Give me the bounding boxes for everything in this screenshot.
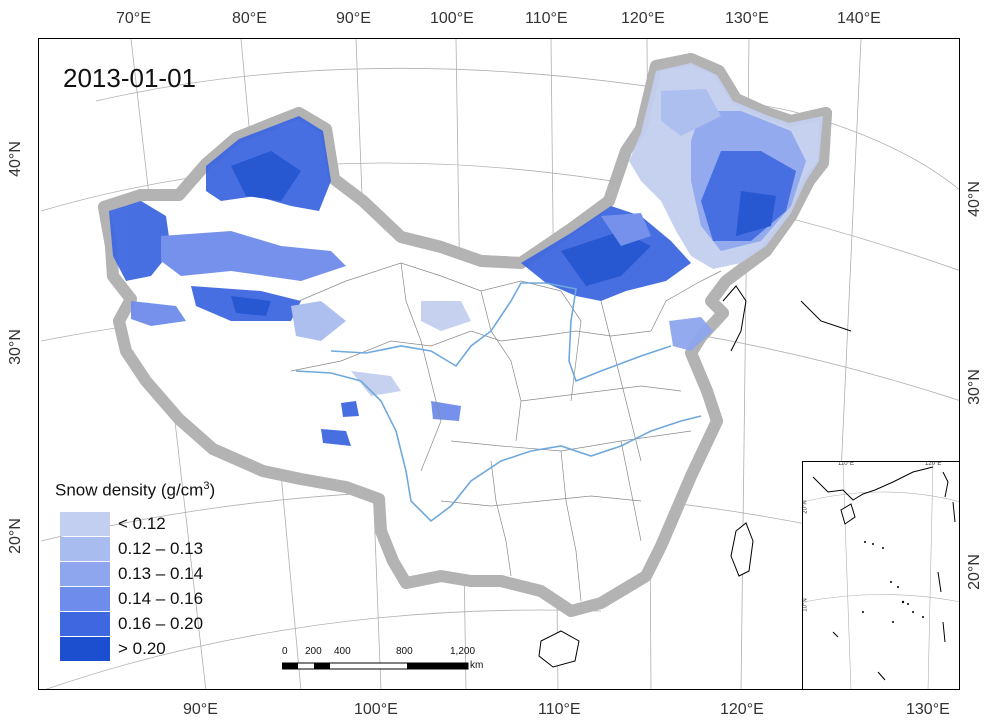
date-label: 2013-01-01 [63, 63, 196, 93]
top-lon-label-130: 130°E [725, 10, 769, 27]
scale-label-800: 800 [396, 646, 413, 657]
legend-label: 0.14 – 0.16 [118, 589, 204, 608]
legend-swatch [60, 537, 110, 561]
right-lat-label-20: 20°N [965, 554, 983, 590]
map-frame: 2013-01-01 [38, 38, 960, 690]
legend-item: 0.13 – 0.14 [60, 562, 260, 586]
inset-lon-label-110: 110°E [838, 461, 854, 467]
top-lon-label-80: 80°E [232, 10, 267, 27]
left-lat-label-40: 40°N [6, 141, 24, 177]
scale-label-1200: 1,200 [450, 646, 476, 657]
legend-label: < 0.12 [118, 514, 166, 533]
right-lat-label-30: 30°N [965, 369, 983, 405]
legend-swatch [60, 587, 110, 611]
legend-swatch [60, 512, 110, 536]
left-lat-label-30: 30°N [6, 329, 24, 365]
bottom-lon-label-110: 110°E [538, 701, 581, 718]
top-lon-label-110: 110°E [525, 10, 568, 27]
left-lat-label-20: 20°N [6, 518, 24, 554]
province-boundaries [290, 262, 722, 602]
legend-swatch [60, 612, 110, 636]
scale-label-200: 200 [305, 646, 322, 657]
legend-swatch [60, 562, 110, 586]
coastline-islands [538, 285, 852, 668]
scale-bar-graphic [282, 662, 469, 670]
map-canvas [40, 39, 959, 689]
legend-label: 0.13 – 0.14 [118, 564, 204, 583]
top-lon-label-70: 70°E [116, 10, 151, 27]
scale-unit: km [470, 660, 484, 671]
legend-item: 0.12 – 0.13 [60, 537, 260, 561]
top-lon-label-90: 90°E [336, 10, 371, 27]
yellow-river [330, 282, 672, 383]
rivers [295, 282, 702, 523]
inset-map [803, 462, 959, 689]
top-lon-label-100: 100°E [430, 10, 474, 27]
legend-label: 0.12 – 0.13 [118, 539, 204, 558]
bottom-lon-label-100: 100°E [354, 701, 398, 718]
bottom-lon-label-90: 90°E [183, 701, 218, 718]
scale-label-0: 0 [282, 646, 288, 657]
legend-label: > 0.20 [118, 639, 166, 658]
legend-item: > 0.20 [60, 637, 260, 661]
legend-label: 0.16 – 0.20 [118, 614, 204, 633]
japan-coast [800, 300, 852, 332]
right-lat-label-40: 40°N [965, 181, 983, 217]
legend-item: < 0.12 [60, 512, 260, 536]
snow-density-patches [109, 63, 823, 446]
legend-item: 0.14 – 0.16 [60, 587, 260, 611]
bottom-lon-label-130: 130°E [906, 701, 950, 718]
yangtze-river [295, 370, 702, 523]
legend-title: Snow density (g/cm3) [55, 480, 216, 500]
taiwan-island [730, 522, 754, 577]
korea-peninsula [722, 285, 747, 352]
top-lon-label-140: 140°E [837, 10, 881, 27]
scale-label-400: 400 [334, 646, 351, 657]
bottom-lon-label-120: 120°E [720, 701, 764, 718]
hainan-island [538, 630, 580, 668]
scale-bar: 0 200 400 800 1,200 km [282, 646, 492, 676]
south-china-sea-inset: 110°E 120°E 20°N 10°N [802, 461, 960, 690]
legend: Snow density (g/cm3) < 0.12 0.12 – 0.13 … [55, 480, 216, 661]
top-lon-label-120: 120°E [621, 10, 665, 27]
legend-swatch [60, 637, 110, 661]
legend-item: 0.16 – 0.20 [60, 612, 260, 636]
